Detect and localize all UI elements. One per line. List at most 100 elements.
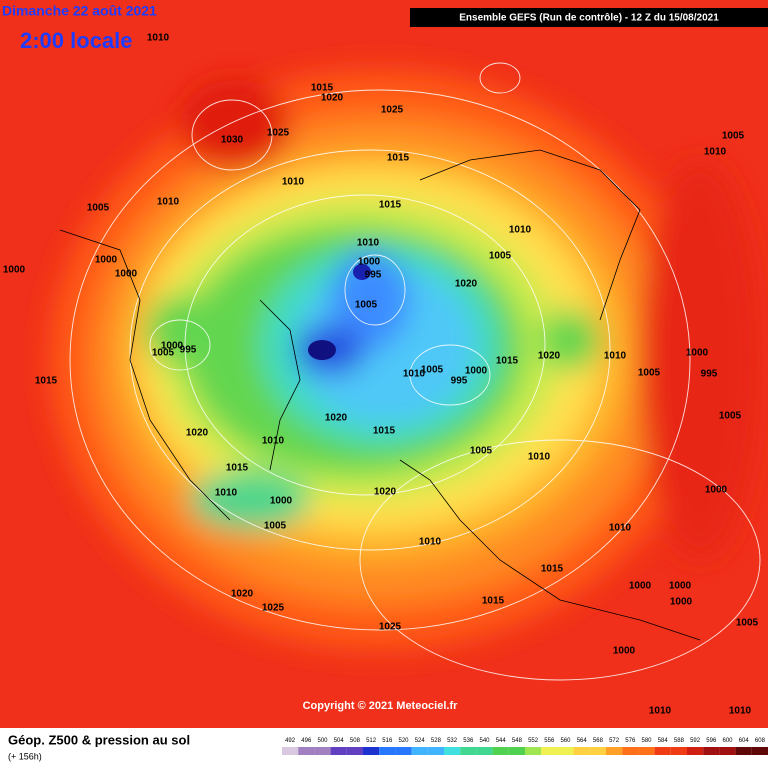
isobar-label: 995 bbox=[180, 345, 197, 356]
isobar-label: 1015 bbox=[373, 426, 396, 437]
geopotential-field bbox=[0, 0, 768, 728]
footer-subtitle: (+ 156h) bbox=[8, 751, 42, 761]
scale-value: 500 bbox=[317, 738, 328, 744]
isobar-label: 1015 bbox=[482, 596, 505, 607]
color-scale: 492 496 500 504 508 512 516 520 524 528 532 536 540 5… bbox=[282, 738, 768, 755]
scale-value: 576 bbox=[625, 738, 636, 744]
scale-value: 564 bbox=[577, 738, 588, 744]
scale-swatch bbox=[346, 747, 363, 755]
isobar-label: 1000 bbox=[613, 646, 636, 657]
scale-value: 492 bbox=[285, 738, 296, 744]
isobar-label: 1005 bbox=[489, 251, 512, 262]
isobar-label: 1000 bbox=[629, 581, 652, 592]
scale-swatch bbox=[379, 747, 396, 755]
isobar-label: 1020 bbox=[186, 428, 209, 439]
scale-swatch bbox=[492, 747, 509, 755]
isobar-label: 1015 bbox=[387, 153, 410, 164]
scale-swatch bbox=[395, 747, 412, 755]
scale-swatch bbox=[298, 747, 315, 755]
isobar-label: 1015 bbox=[226, 463, 249, 474]
isobar-label: 1000 bbox=[3, 265, 26, 276]
isobar-label: 1010 bbox=[282, 177, 305, 188]
isobar-label: 1015 bbox=[35, 376, 58, 387]
isobar-label: 1015 bbox=[311, 83, 334, 94]
isobar-label: 1025 bbox=[262, 603, 285, 614]
isobar-label: 1005 bbox=[736, 618, 759, 629]
scale-value: 600 bbox=[722, 738, 733, 744]
scale-swatch bbox=[735, 747, 752, 755]
scale-swatch bbox=[622, 747, 639, 755]
scale-value: 544 bbox=[496, 738, 507, 744]
isobar-label: 995 bbox=[365, 270, 382, 281]
isobar-label: 1025 bbox=[379, 622, 402, 633]
isobar-label: 1000 bbox=[95, 255, 118, 266]
scale-swatch bbox=[541, 747, 558, 755]
isobar-label: 1005 bbox=[638, 368, 661, 379]
scale-swatch bbox=[751, 747, 768, 755]
scale-value: 532 bbox=[447, 738, 458, 744]
scale-swatch bbox=[589, 747, 606, 755]
header-bar bbox=[410, 8, 768, 27]
isobar-label: 1010 bbox=[604, 351, 627, 362]
isobar-label: 1005 bbox=[355, 300, 378, 311]
isobar-label: 1010 bbox=[157, 197, 180, 208]
scale-swatch bbox=[719, 747, 736, 755]
scale-value: 524 bbox=[415, 738, 426, 744]
isobar-label: 1000 bbox=[670, 597, 693, 608]
scale-value: 608 bbox=[755, 738, 766, 744]
isobar-label: 1010 bbox=[649, 706, 672, 717]
isobar-label: 1005 bbox=[470, 446, 493, 457]
isobar-label: 1010 bbox=[609, 523, 632, 534]
scale-swatch bbox=[411, 747, 428, 755]
isobar-label: 1020 bbox=[325, 413, 348, 424]
scale-value: 552 bbox=[528, 738, 539, 744]
isobar-label: 1020 bbox=[374, 487, 397, 498]
scale-value: 596 bbox=[706, 738, 717, 744]
scale-swatch bbox=[460, 747, 477, 755]
scale-value: 604 bbox=[739, 738, 750, 744]
isobars bbox=[69, 62, 761, 681]
coastlines bbox=[59, 149, 701, 641]
scale-value: 548 bbox=[512, 738, 523, 744]
isobar-label: 1020 bbox=[455, 279, 478, 290]
isobar-label: 1020 bbox=[231, 589, 254, 600]
isobar-label: 1005 bbox=[719, 411, 742, 422]
scale-value: 592 bbox=[690, 738, 701, 744]
isobar-label: 1015 bbox=[379, 200, 402, 211]
isobar-label: 995 bbox=[701, 369, 718, 380]
scale-value: 568 bbox=[593, 738, 604, 744]
scale-value: 512 bbox=[366, 738, 377, 744]
scale-value: 584 bbox=[658, 738, 669, 744]
scale-swatch bbox=[557, 747, 574, 755]
isobar-label: 1010 bbox=[528, 452, 551, 463]
scale-swatch bbox=[476, 747, 493, 755]
scale-value: 540 bbox=[479, 738, 490, 744]
scale-swatch bbox=[606, 747, 623, 755]
scale-swatch bbox=[654, 747, 671, 755]
scale-value: 560 bbox=[560, 738, 571, 744]
scale-value: 516 bbox=[382, 738, 393, 744]
scale-value: 508 bbox=[350, 738, 361, 744]
isobar-label: 1010 bbox=[704, 147, 727, 158]
isobar-label: 1015 bbox=[541, 564, 564, 575]
scale-value: 588 bbox=[674, 738, 685, 744]
valid-date: Dimanche 22 août 2021 bbox=[2, 3, 157, 19]
isobar-label: 1005 bbox=[87, 203, 110, 214]
isobar-label: 1025 bbox=[267, 128, 290, 139]
isobar-label: 1020 bbox=[321, 93, 344, 104]
scale-swatch bbox=[444, 747, 461, 755]
isobar-label: 1000 bbox=[465, 366, 488, 377]
scale-value: 504 bbox=[334, 738, 345, 744]
isobar-label: 1000 bbox=[705, 485, 728, 496]
isobar-label: 1005 bbox=[421, 365, 444, 376]
isobar-label: 1010 bbox=[509, 225, 532, 236]
scale-swatch bbox=[703, 747, 720, 755]
isobar-label: 1000 bbox=[358, 257, 381, 268]
isobar-label: 1010 bbox=[215, 488, 238, 499]
copyright: Copyright © 2021 Meteociel.fr bbox=[303, 700, 459, 712]
scale-value: 520 bbox=[398, 738, 409, 744]
isobar-label: 1010 bbox=[262, 436, 285, 447]
isobar-label: 1030 bbox=[221, 135, 244, 146]
scale-value: 536 bbox=[463, 738, 474, 744]
